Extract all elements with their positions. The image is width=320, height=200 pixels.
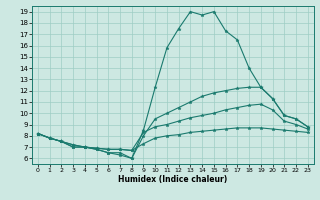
- X-axis label: Humidex (Indice chaleur): Humidex (Indice chaleur): [118, 175, 228, 184]
